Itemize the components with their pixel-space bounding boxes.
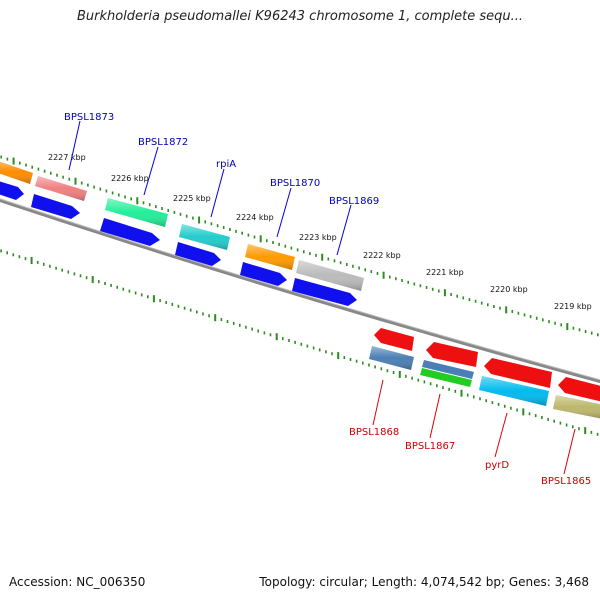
genome-summary-text: Topology: circular; Length: 4,074,542 bp… [259,575,589,589]
leader-line [563,428,576,475]
cds-arrow-partial[interactable] [0,180,24,200]
cds-track-lower [374,328,600,402]
feature-shade [553,395,600,419]
cds-arrow-bpsl1870[interactable] [240,262,287,286]
cds-arrow-bpsl1868[interactable] [374,328,414,351]
leader-line [429,393,441,439]
coord-label: 2221 kbp [426,268,464,277]
backbone-ring [0,198,600,384]
feature-shade [369,346,414,370]
cds-arrow-bpsl1865[interactable] [558,377,600,402]
feature-shade [179,224,230,250]
cds-arrow-bpsl1869[interactable] [292,278,357,306]
gene-label-top[interactable]: BPSL1872 [138,137,188,148]
backbone-ring-highlight [0,198,600,381]
feature-bpsl1867-blue[interactable] [422,360,474,379]
coord-label: 2225 kbp [173,194,211,203]
leader-line [68,120,81,171]
feature-shade [0,161,33,184]
map-title: Burkholderia pseudomallei K96243 chromos… [76,9,524,24]
outer-tick-row [0,155,599,337]
bottom-gene-labels: BPSL1868 BPSL1867 pyrD BPSL1865 [349,379,591,487]
cds-arrow-rpia[interactable] [175,242,221,266]
coord-label: 2219 kbp [554,302,592,311]
leader-line [276,187,292,238]
feature-shade [479,376,549,406]
cds-arrow-pyrd[interactable] [484,358,552,388]
accession-text: Accession: NC_006350 [9,575,146,589]
gene-label-bottom[interactable]: BPSL1868 [349,427,399,438]
gene-label-top[interactable]: BPSL1873 [64,112,114,123]
gene-label-top[interactable]: rpiA [216,159,236,170]
inner-tick-row [0,249,599,436]
leader-line [210,168,225,218]
coord-label: 2227 kbp [48,153,86,162]
feature-track-upper [0,161,364,291]
gene-label-top[interactable]: BPSL1870 [270,178,320,189]
leader-line [372,379,384,426]
coord-label: 2223 kbp [299,233,337,242]
feature-shade [35,176,87,201]
feature-shade [245,244,295,270]
coord-label: 2222 kbp [363,251,401,260]
feature-bpsl1867-green[interactable] [420,368,472,387]
leader-line [494,412,508,458]
feature-shade [105,198,168,227]
cds-arrow-bpsl1867[interactable] [426,342,478,367]
gene-label-bottom[interactable]: BPSL1865 [541,476,591,487]
cds-track-upper [0,180,357,306]
leader-line [336,204,352,256]
cds-arrow-bpsl1872[interactable] [100,218,160,246]
cds-arrow-bpsl1873[interactable] [31,194,80,219]
top-gene-labels: BPSL1873 BPSL1872 rpiA BPSL1870 BPSL1869 [64,112,379,256]
coord-label: 2224 kbp [236,213,274,222]
feature-shade [296,260,364,291]
coordinate-labels: 2227 kbp 2226 kbp 2225 kbp 2224 kbp 2223… [48,153,592,311]
gene-label-top[interactable]: BPSL1869 [329,196,379,207]
leader-line [143,146,159,196]
gene-label-bottom[interactable]: BPSL1867 [405,441,455,452]
coord-label: 2220 kbp [490,285,528,294]
feature-track-lower [369,346,600,419]
gene-label-bottom[interactable]: pyrD [485,460,509,471]
coord-label: 2226 kbp [111,174,149,183]
